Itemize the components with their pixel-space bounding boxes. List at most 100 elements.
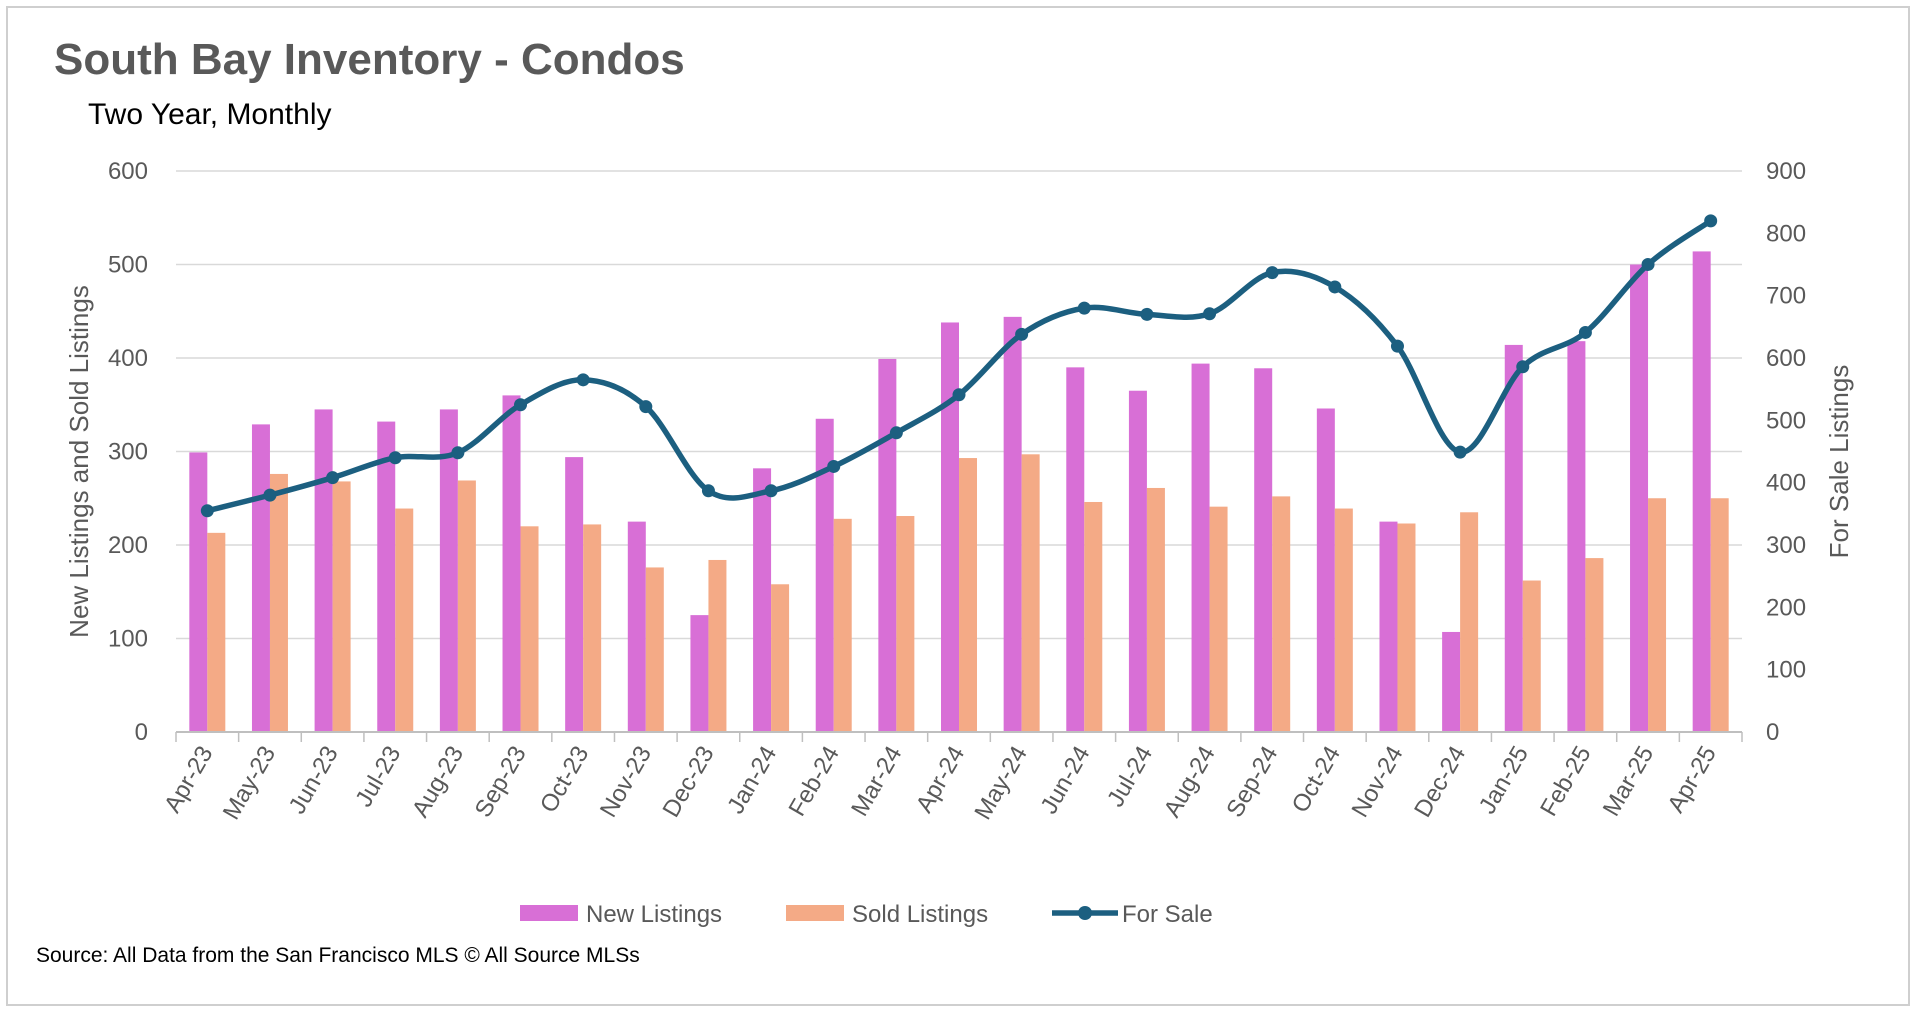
x-tick-label: Sep-23	[470, 742, 532, 823]
bar-new-listings	[439, 409, 458, 732]
bar-new-listings	[1504, 344, 1523, 732]
y-right-tick-label: 700	[1766, 283, 1806, 310]
x-tick-label: Mar-24	[846, 742, 907, 821]
y-left-tick-label: 300	[108, 439, 148, 466]
y-right-tick-label: 400	[1766, 470, 1806, 497]
bar-sold-listings	[207, 532, 226, 732]
for-sale-point	[827, 459, 841, 473]
x-tick-label: May-23	[218, 742, 281, 825]
y-right-tick-label: 100	[1766, 657, 1806, 684]
x-tick-label: Sep-24	[1221, 742, 1283, 823]
bar-new-listings	[1692, 251, 1711, 732]
x-tick-label: Jul-24	[1102, 742, 1158, 812]
bar-sold-listings	[1334, 508, 1353, 732]
for-sale-point	[326, 471, 340, 485]
for-sale-point	[263, 488, 277, 502]
for-sale-point	[200, 504, 214, 518]
bar-sold-listings	[833, 518, 852, 732]
x-tick-label: Jun-24	[1035, 742, 1095, 819]
bar-new-listings	[251, 424, 270, 732]
bar-new-listings	[1442, 631, 1461, 732]
bar-new-listings	[1003, 316, 1022, 732]
legend-swatch-sold-listings	[786, 905, 844, 921]
x-tick-label: May-24	[969, 742, 1032, 825]
y-left-tick-label: 500	[108, 252, 148, 279]
y-right-tick-label: 600	[1766, 345, 1806, 372]
y-left-tick-label: 600	[108, 158, 148, 185]
for-sale-point	[388, 451, 402, 465]
bar-new-listings	[690, 615, 709, 732]
bar-sold-listings	[395, 508, 414, 732]
x-tick-label: Oct-24	[1287, 742, 1346, 818]
legend-label-for-sale: For Sale	[1122, 901, 1213, 928]
bar-new-listings	[941, 322, 959, 732]
bar-sold-listings	[457, 480, 476, 732]
bar-new-listings	[1254, 368, 1273, 732]
for-sale-point	[764, 484, 778, 498]
bar-sold-listings	[1021, 454, 1040, 732]
y-left-tick-label: 200	[108, 532, 148, 559]
bar-new-listings	[753, 468, 772, 732]
y-right-tick-label: 500	[1766, 407, 1806, 434]
bar-sold-listings	[771, 584, 790, 732]
y-right-tick-label: 900	[1766, 158, 1806, 185]
x-tick-label: Mar-25	[1598, 742, 1659, 821]
bar-sold-listings	[583, 524, 602, 732]
y-left-tick-label: 400	[108, 345, 148, 372]
x-tick-label: Jul-23	[350, 742, 406, 812]
bar-new-listings	[878, 358, 897, 732]
for-sale-point	[1015, 327, 1029, 341]
bar-sold-listings	[1710, 498, 1729, 732]
bar-new-listings	[815, 418, 834, 732]
for-sale-point	[1516, 360, 1530, 374]
for-sale-point	[1578, 325, 1592, 339]
for-sale-point	[1328, 280, 1342, 294]
for-sale-point	[1453, 445, 1467, 459]
y-right-tick-label: 0	[1766, 719, 1779, 746]
for-sale-point	[1641, 258, 1655, 271]
x-tick-label: Nov-23	[595, 742, 657, 823]
chart-title: South Bay Inventory - Condos	[54, 35, 685, 84]
x-tick-label: Aug-23	[407, 742, 469, 823]
y-axis-left-label: New Listings and Sold Listings	[64, 285, 94, 638]
bar-sold-listings	[1272, 496, 1291, 732]
x-tick-label: Jan-24	[722, 742, 782, 819]
bar-sold-listings	[708, 559, 727, 732]
bar-sold-listings	[520, 526, 539, 732]
y-left-tick-label: 100	[108, 626, 148, 653]
x-tick-label: Jun-23	[284, 742, 344, 819]
bar-sold-listings	[332, 481, 351, 732]
bar-new-listings	[627, 521, 646, 732]
for-sale-point	[952, 388, 966, 402]
source-note: Source: All Data from the San Francisco …	[36, 944, 640, 967]
bar-sold-listings	[1585, 558, 1604, 732]
for-sale-point	[1390, 339, 1404, 353]
bar-new-listings	[565, 457, 584, 732]
bar-new-listings	[1567, 341, 1586, 732]
for-sale-point	[701, 484, 715, 498]
bar-sold-listings	[1084, 501, 1103, 732]
bar-sold-listings	[959, 458, 977, 732]
y-left-tick-label: 0	[135, 719, 148, 746]
bar-new-listings	[1630, 264, 1649, 732]
y-right-tick-label: 300	[1766, 532, 1806, 559]
bars	[189, 251, 1729, 732]
x-tick-label: Apr-23	[159, 742, 218, 818]
bar-sold-listings	[1522, 580, 1541, 732]
for-sale-point	[889, 426, 903, 440]
y-right-tick-label: 800	[1766, 220, 1806, 247]
gridlines	[176, 170, 1742, 640]
x-tick-label: Feb-25	[1535, 742, 1596, 821]
x-tick-label: Jan-25	[1474, 742, 1534, 819]
bar-sold-listings	[896, 516, 915, 732]
bar-new-listings	[1379, 521, 1398, 732]
chart-subtitle: Two Year, Monthly	[88, 98, 332, 131]
bar-sold-listings	[1146, 487, 1165, 732]
bar-sold-listings	[269, 473, 288, 732]
bar-sold-listings	[1648, 498, 1667, 732]
bar-new-listings	[1066, 367, 1085, 732]
bar-new-listings	[502, 395, 521, 732]
bar-sold-listings	[1460, 512, 1479, 732]
bar-sold-listings	[645, 567, 664, 732]
for-sale-point	[576, 373, 590, 387]
